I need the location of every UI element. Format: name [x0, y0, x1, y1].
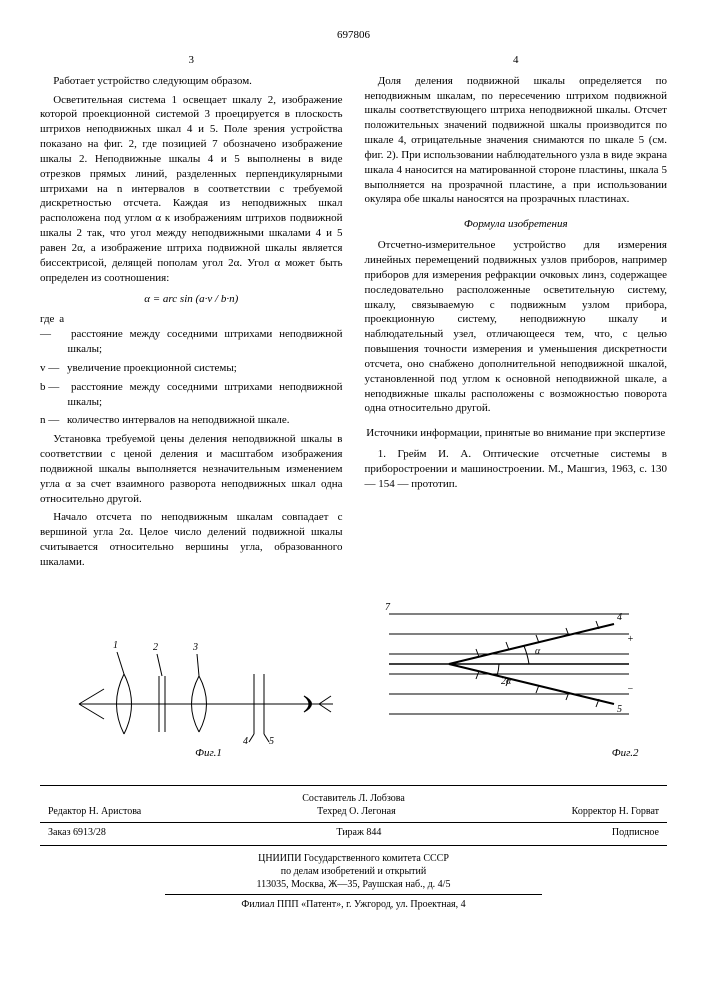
two-column-body: 3 Работает устройство следующим образом.…	[40, 53, 667, 574]
left-p1: Работает устройство следующим образом.	[40, 74, 343, 89]
formula: α = arc sin (a·v / b·n)	[40, 292, 343, 307]
imprint-l1: ЦНИИПИ Государственного комитета СССР	[40, 852, 667, 865]
document-number: 697806	[40, 28, 667, 43]
fig1-label-2: 2	[153, 642, 158, 653]
fig2-label-plus: +	[627, 634, 634, 645]
fig2-label-7: 7	[385, 602, 391, 613]
tirage: Тираж 844	[106, 826, 612, 840]
fig2-label-alpha: α	[535, 646, 541, 657]
techred: Техред О. Легоная	[141, 805, 571, 819]
imprint-l4: Филиал ППП «Патент», г. Ужгород, ул. Про…	[165, 894, 541, 911]
right-col-number: 4	[365, 53, 668, 68]
colophon: Составитель Л. Лобзова Редактор Н. Арист…	[40, 785, 667, 847]
fig1-label-3: 3	[192, 642, 198, 653]
fig2-label-minus: −	[627, 684, 634, 695]
editor: Редактор Н. Аристова	[48, 805, 141, 819]
fig2-label-5: 5	[617, 704, 622, 715]
subscription: Подписное	[612, 826, 659, 840]
right-column: 4 Доля деления подвижной шкалы определяе…	[365, 53, 668, 574]
figure-1: 1 2 3 4 5 Фиг.1	[69, 634, 349, 761]
where-a: где a — расстояние между соседними штрих…	[40, 312, 343, 357]
claim-text: Отсчетно-измерительное устройство для из…	[365, 238, 668, 416]
fig1-label-1: 1	[113, 640, 118, 651]
right-p1: Доля деления подвижной шкалы определяетс…	[365, 74, 668, 208]
figure-2: 7 4 5 α 2α + − Фиг.2	[379, 594, 639, 761]
imprint: ЦНИИПИ Государственного комитета СССР по…	[40, 852, 667, 911]
left-col-number: 3	[40, 53, 343, 68]
figures-row: 1 2 3 4 5 Фиг.1	[40, 594, 667, 761]
fig2-label-2alpha: 2α	[501, 676, 512, 687]
fig1-caption: Фиг.1	[69, 746, 349, 761]
compiler: Составитель Л. Лобзова	[40, 792, 667, 806]
fig2-label-4: 4	[617, 612, 622, 623]
corrector: Корректор Н. Горват	[572, 805, 659, 819]
imprint-l3: 113035, Москва, Ж—35, Раушская наб., д. …	[40, 878, 667, 891]
fig1-label-4: 4	[243, 736, 248, 744]
left-p4: Начало отсчета по неподвижным шкалам сов…	[40, 510, 343, 569]
where-v: v — увеличение проекционной системы;	[40, 361, 343, 376]
fig1-label-5: 5	[269, 736, 274, 744]
source-1: 1. Грейм И. А. Оптические отсчетные сист…	[365, 447, 668, 492]
fig2-svg: 7 4 5 α 2α + −	[379, 594, 639, 744]
order: Заказ 6913/28	[48, 826, 106, 840]
imprint-l2: по делам изобретений и открытий	[40, 865, 667, 878]
where-b: b — расстояние между соседними штрихами …	[40, 380, 343, 410]
claim-title: Формула изобретения	[365, 217, 668, 232]
left-p2: Осветительная система 1 освещает шкалу 2…	[40, 93, 343, 286]
fig2-caption: Фиг.2	[379, 746, 639, 761]
left-p3: Установка требуемой цены деления неподви…	[40, 432, 343, 506]
where-n: n — количество интервалов на неподвижной…	[40, 413, 343, 428]
sources-title: Источники информации, принятые во вниман…	[365, 426, 668, 441]
fig1-svg: 1 2 3 4 5	[69, 634, 349, 744]
left-column: 3 Работает устройство следующим образом.…	[40, 53, 343, 574]
